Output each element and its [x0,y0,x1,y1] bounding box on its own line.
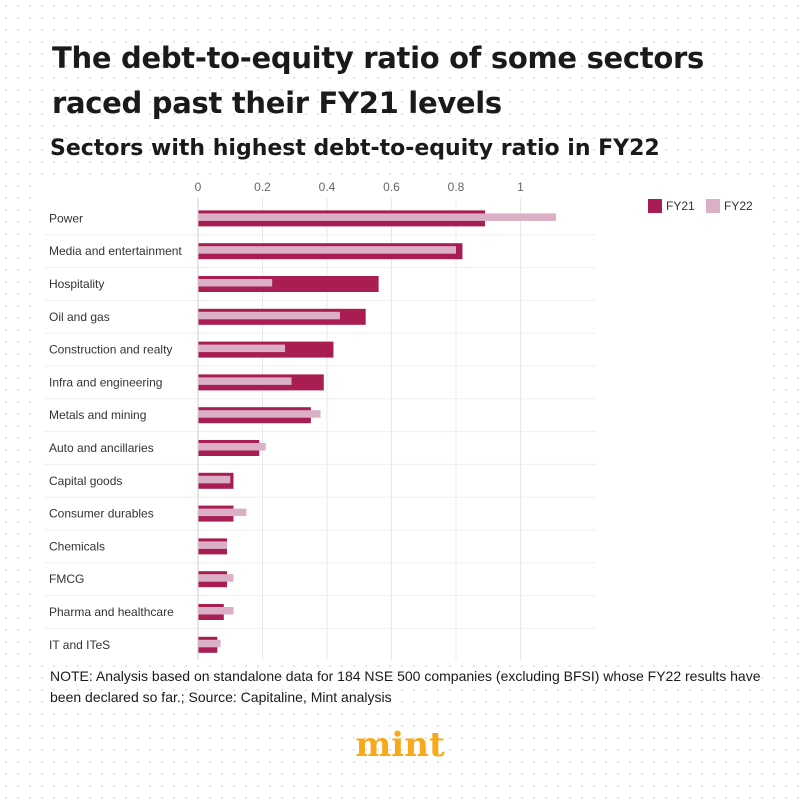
category-label: FMCG [49,572,84,586]
bar-fy22 [198,377,292,385]
source-note: NOTE: Analysis based on standalone data … [50,668,761,705]
category-label: Chemicals [49,539,105,553]
category-label: IT and ITeS [49,638,110,652]
bar-fy22 [198,508,247,517]
x-tick-label: 0.4 [319,180,336,194]
bar-fy22 [198,344,286,353]
mint-logo: mint [355,725,445,765]
category-label: Infra and engineering [49,375,162,389]
bar-fy22 [198,574,234,582]
category-label: Hospitality [49,277,104,291]
bar-fy22 [198,443,266,451]
category-label: Capital goods [49,474,122,488]
bar-fy22 [198,410,321,418]
x-tick-label: 0.8 [448,180,465,194]
category-label: Oil and gas [49,310,110,324]
bar-chart: 0 0.2 0.4 0.6 0.8 1 Power Media and entertainme… [44,180,753,660]
category-label: Pharma and healthcare [49,605,174,619]
legend-label-fy22: FY22 [724,199,753,213]
bar-fy22 [198,246,456,254]
bar-fy22 [198,475,231,484]
category-label: Power [49,211,83,225]
category-label: Consumer durables [49,507,154,521]
mint-logo-text: mint [355,725,445,765]
mint-logo-container: mint [0,724,800,773]
bar-fy22 [198,639,221,648]
category-label: Construction and realty [49,343,172,357]
bar-fy22 [198,213,556,221]
bar-fy22 [198,607,234,615]
x-tick-label: 0.2 [254,180,271,194]
bar-fy22 [198,541,228,549]
category-label: Media and entertainment [49,244,182,258]
bar-fy22 [198,279,273,287]
x-tick-label: 1 [517,180,524,194]
category-label: Metals and mining [49,408,146,422]
bar-fy22 [198,311,340,320]
chart-title: The debt-to-equity ratio of some sectors… [52,41,704,120]
chart-subtitle: Sectors with highest debt-to-equity rati… [50,136,660,161]
legend-swatch-fy21 [648,199,662,213]
legend-label-fy21: FY21 [666,199,695,213]
legend-swatch-fy22 [706,199,720,213]
category-label: Auto and ancillaries [49,441,154,455]
x-tick-label: 0 [195,180,202,194]
chart-panel [36,180,772,660]
x-tick-label: 0.6 [383,180,400,194]
